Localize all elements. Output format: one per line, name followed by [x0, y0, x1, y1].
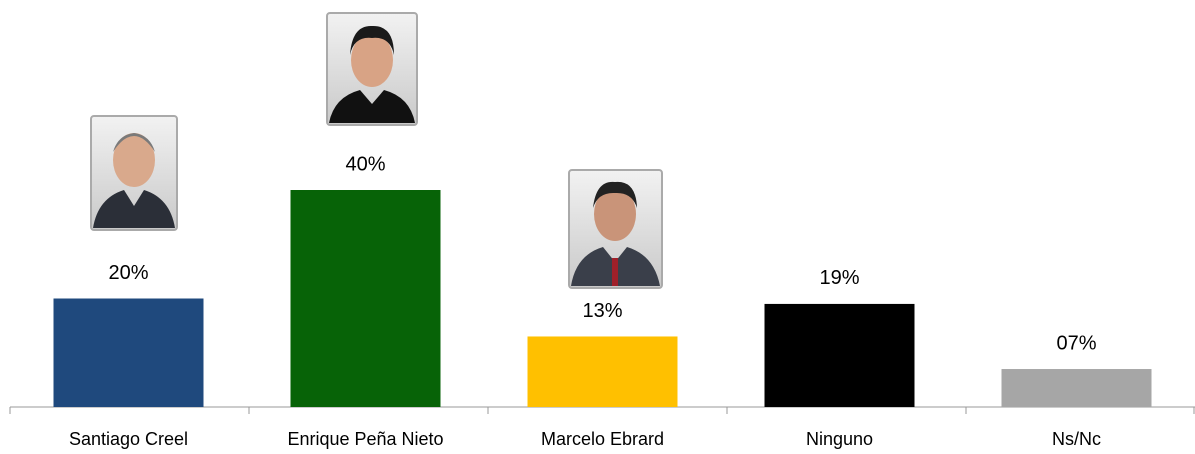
- bar: [1001, 369, 1152, 407]
- photo: [568, 169, 663, 289]
- category-separators: [9, 407, 1195, 414]
- data-label: 19%: [819, 267, 859, 289]
- photo: [326, 12, 418, 126]
- data-label: 20%: [108, 262, 148, 284]
- bar: [527, 336, 678, 407]
- data-label: 40%: [345, 153, 385, 175]
- data-label: 13%: [582, 300, 622, 322]
- x-tick-label: Ns/Nc: [1052, 429, 1101, 449]
- bar: [53, 298, 204, 407]
- photo: [90, 115, 178, 231]
- bar: [290, 190, 441, 407]
- data-label: 07%: [1056, 332, 1096, 354]
- x-tick-label: Marcelo Ebrard: [541, 429, 664, 449]
- x-tick-label: Enrique Peña Nieto: [287, 429, 443, 449]
- x-tick-label: Ninguno: [806, 429, 873, 449]
- bar: [764, 303, 915, 407]
- x-tick-label: Santiago Creel: [69, 429, 188, 449]
